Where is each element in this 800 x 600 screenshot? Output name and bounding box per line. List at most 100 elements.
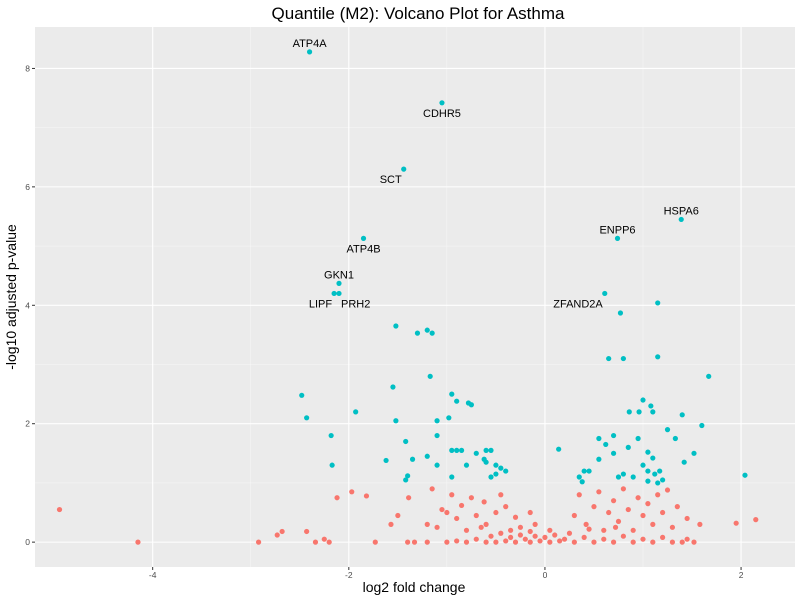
y-tick-label: 4: [25, 300, 30, 310]
data-point: [336, 280, 342, 286]
data-point: [434, 462, 440, 468]
data-point: [463, 539, 470, 545]
gene-label: PRH2: [341, 298, 370, 310]
data-point: [615, 474, 622, 480]
data-point: [458, 447, 465, 453]
data-point: [664, 427, 671, 433]
data-point: [596, 456, 602, 462]
data-points: [56, 49, 759, 545]
data-point: [331, 290, 337, 297]
data-point: [610, 539, 617, 545]
data-point: [439, 100, 445, 106]
data-point: [648, 403, 654, 409]
data-point: [503, 468, 509, 474]
data-point: [493, 509, 499, 516]
data-point: [657, 468, 663, 474]
data-point: [56, 506, 63, 513]
data-point: [610, 432, 617, 439]
data-point: [409, 456, 416, 462]
data-point: [660, 534, 666, 540]
data-point: [674, 504, 680, 510]
data-point: [493, 471, 499, 477]
data-point: [434, 524, 440, 530]
data-point: [547, 527, 553, 533]
data-point: [660, 477, 666, 483]
data-point: [679, 412, 685, 418]
data-point: [699, 422, 705, 429]
data-point: [363, 493, 370, 499]
data-point: [664, 487, 671, 493]
data-point: [488, 474, 494, 480]
data-point: [561, 536, 568, 542]
data-point: [620, 355, 626, 362]
data-point: [586, 526, 592, 532]
data-point: [446, 415, 452, 421]
x-tick-label: 0: [543, 570, 548, 580]
data-point: [483, 447, 489, 453]
data-point: [326, 539, 332, 545]
data-point: [706, 373, 712, 379]
data-point: [503, 538, 509, 544]
data-point: [620, 486, 626, 492]
data-point: [626, 409, 632, 415]
data-point: [532, 521, 538, 527]
data-point: [650, 455, 656, 461]
data-point: [684, 515, 690, 522]
data-point: [405, 539, 411, 545]
plot-panel: [35, 27, 795, 567]
data-point: [329, 462, 335, 468]
data-point: [601, 527, 607, 533]
data-point: [517, 524, 524, 530]
data-point: [655, 480, 661, 486]
data-point: [508, 527, 514, 533]
data-point: [650, 521, 656, 527]
data-point: [583, 521, 589, 527]
data-point: [612, 524, 619, 530]
data-point: [645, 501, 651, 507]
data-point: [614, 235, 621, 241]
data-point: [733, 520, 739, 526]
data-point: [527, 528, 533, 535]
x-tick-label: 2: [739, 570, 744, 580]
data-point: [650, 409, 656, 415]
gene-label: ATP4A: [293, 38, 328, 50]
gene-label: SCT: [380, 174, 402, 186]
data-point: [429, 486, 435, 492]
data-point: [601, 536, 607, 542]
data-point: [610, 498, 617, 504]
data-point: [406, 495, 412, 501]
data-point: [596, 489, 602, 495]
gene-labels: ATP4A CDHR5 SCT ATP4B HSPA6 ENPP6 GKN1 LIPF PRH2…: [293, 38, 699, 311]
data-point: [681, 459, 687, 465]
data-point: [571, 539, 577, 545]
data-point: [522, 536, 528, 542]
data-point: [672, 435, 678, 442]
data-point: [304, 415, 310, 421]
gene-label: ATP4B: [347, 243, 381, 255]
data-point: [547, 539, 553, 545]
data-point: [458, 502, 465, 509]
data-point: [542, 534, 548, 540]
data-point: [655, 492, 661, 498]
data-point: [508, 534, 514, 540]
data-point: [691, 450, 697, 456]
data-point: [463, 462, 470, 468]
data-point: [742, 472, 748, 478]
data-point: [645, 449, 651, 455]
data-point: [360, 235, 367, 241]
data-point: [640, 512, 646, 519]
data-point: [517, 532, 524, 538]
data-point: [630, 474, 636, 480]
x-tick-label: -2: [345, 570, 353, 580]
data-point: [468, 495, 474, 501]
data-point: [503, 504, 509, 510]
data-point: [579, 479, 585, 485]
data-point: [403, 438, 409, 445]
y-tick-label: 2: [25, 419, 30, 429]
data-point: [411, 539, 418, 545]
data-point: [336, 290, 342, 297]
data-point: [483, 539, 489, 545]
x-axis-ticks: -4 -2 0 2: [149, 567, 744, 580]
data-point: [434, 418, 440, 424]
